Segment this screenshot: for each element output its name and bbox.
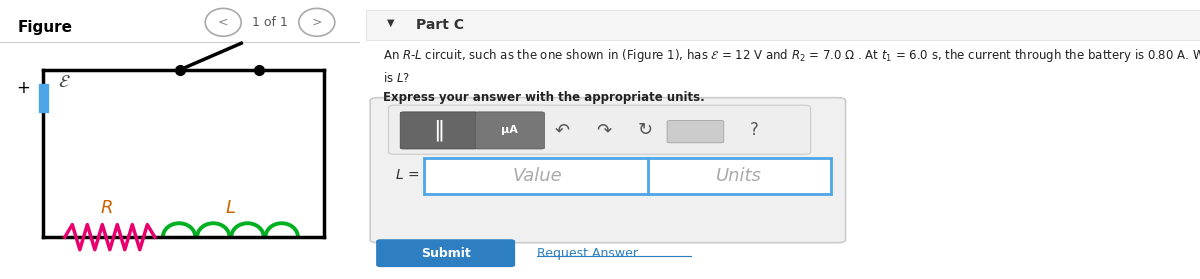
Text: >: > bbox=[312, 16, 322, 29]
FancyBboxPatch shape bbox=[377, 240, 515, 266]
FancyBboxPatch shape bbox=[648, 158, 830, 194]
Text: $R$: $R$ bbox=[100, 199, 113, 217]
Text: Request Answer: Request Answer bbox=[536, 247, 638, 260]
Text: <: < bbox=[218, 16, 228, 29]
Bar bbox=[38, 84, 48, 112]
FancyBboxPatch shape bbox=[366, 10, 1200, 40]
Text: Units: Units bbox=[716, 167, 762, 185]
Text: Part C: Part C bbox=[416, 18, 464, 32]
Text: Submit: Submit bbox=[421, 247, 470, 260]
FancyBboxPatch shape bbox=[425, 158, 649, 194]
Text: μA: μA bbox=[502, 125, 518, 135]
Text: ‖: ‖ bbox=[433, 119, 445, 141]
FancyBboxPatch shape bbox=[400, 112, 478, 149]
Text: Express your answer with the appropriate units.: Express your answer with the appropriate… bbox=[383, 91, 704, 104]
Text: ↶: ↶ bbox=[554, 121, 570, 139]
FancyBboxPatch shape bbox=[389, 105, 810, 154]
Text: 1 of 1: 1 of 1 bbox=[252, 16, 288, 29]
Text: An $R$-$L$ circuit, such as the one shown in (Figure 1), has $\mathcal{E}$ = 12 : An $R$-$L$ circuit, such as the one show… bbox=[383, 47, 1200, 64]
FancyBboxPatch shape bbox=[667, 121, 724, 143]
Text: Figure: Figure bbox=[18, 20, 73, 35]
Text: Value: Value bbox=[512, 167, 562, 185]
Text: is $L$?: is $L$? bbox=[383, 71, 409, 85]
Text: $L$ =: $L$ = bbox=[395, 168, 420, 182]
Text: $\mathcal{E}$: $\mathcal{E}$ bbox=[59, 73, 71, 91]
FancyBboxPatch shape bbox=[370, 98, 846, 243]
Text: +: + bbox=[17, 79, 30, 97]
Text: ▼: ▼ bbox=[388, 18, 395, 28]
FancyBboxPatch shape bbox=[475, 112, 545, 149]
Text: $L$: $L$ bbox=[224, 199, 236, 217]
Text: ↷: ↷ bbox=[596, 121, 611, 139]
Text: ?: ? bbox=[749, 121, 758, 139]
Text: ↻: ↻ bbox=[638, 121, 653, 139]
